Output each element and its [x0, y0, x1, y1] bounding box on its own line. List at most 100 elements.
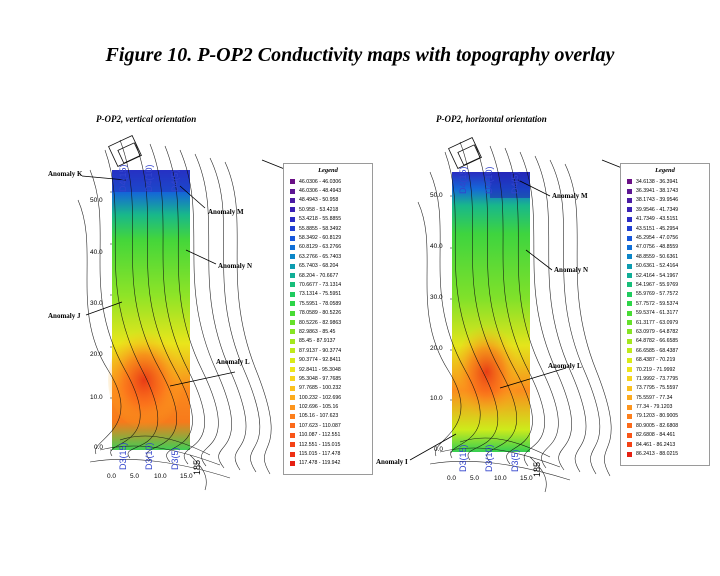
line-label-d3-5: D3(5): [510, 449, 520, 472]
horizontal-orientation-panel: P-OP2, horizontal orientation: [370, 110, 715, 510]
legend-range-label: 50.958 - 53.4218: [299, 206, 339, 213]
legend-swatch: [627, 451, 632, 457]
x-tick: 0.0: [107, 473, 117, 480]
legend-swatch: [627, 404, 632, 410]
anomaly-leaders: [81, 175, 236, 387]
legend-item: 65.7403 - 68.204: [290, 262, 366, 271]
legend-range-label: 73.1314 - 75.5951: [299, 291, 342, 298]
line-label-d4-10: D4(10): [144, 164, 154, 192]
legend-swatch: [627, 291, 632, 297]
legend-range-label: 85.45 - 87.9137: [299, 338, 336, 345]
legend-range-label: 117.478 - 119.942: [299, 460, 341, 467]
line-label-d3-10: D3(10): [144, 442, 154, 470]
legend-swatch: [290, 367, 295, 372]
legend-range-label: 68.4387 - 70.219: [636, 357, 676, 364]
legend-range-label: 78.0589 - 80.5226: [299, 310, 342, 317]
high-conductivity-zone: [108, 330, 188, 430]
legend-swatch: [627, 395, 632, 401]
topography-contours: [417, 141, 612, 493]
legend-swatch: [290, 179, 295, 185]
legend-item: 59.5374 - 61.3177: [627, 308, 703, 317]
legend-range-label: 52.4164 - 54.1967: [636, 272, 679, 279]
legend-item: 97.7685 - 100.232: [290, 384, 366, 393]
legend: Legend 46.0306 - 46.0306 46.0306 - 48.494…: [283, 163, 373, 476]
legend-range-label: 59.5374 - 61.3177: [636, 310, 679, 317]
anomaly-m-label: Anomaly M: [552, 192, 588, 200]
legend-swatch: [627, 357, 632, 363]
legend-item: 110.087 - 112.551: [290, 431, 366, 440]
x-tick: 5.0: [470, 475, 480, 482]
legend-range-label: 60.8129 - 63.2766: [299, 244, 342, 251]
legend-range-label: 55.9769 - 57.7572: [636, 291, 679, 298]
legend-item: 82.9863 - 85.45: [290, 327, 366, 336]
legend-range-label: 97.7685 - 100.232: [299, 385, 342, 392]
legend-item: 48.8559 - 50.6361: [627, 252, 703, 261]
legend-range-label: 61.3177 - 63.0979: [636, 319, 679, 326]
building-outlines: [108, 135, 142, 167]
topography-contours: [77, 139, 272, 491]
legend-item: 36.3941 - 38.1743: [627, 186, 703, 195]
legend-range-label: 70.6677 - 73.1314: [299, 281, 342, 288]
legend-swatch: [627, 273, 632, 279]
legend-swatch: [627, 320, 632, 326]
legend-swatch: [290, 301, 295, 307]
legend-swatch: [627, 197, 632, 203]
legend-swatch: [627, 254, 632, 260]
legend-range-label: 110.087 - 112.551: [299, 432, 341, 439]
legend-swatch: [627, 423, 632, 429]
x-tick: 15.0: [520, 475, 533, 482]
legend-item: 75.5597 - 77.34: [627, 393, 703, 402]
survey-line-labels: D4(15) D4(10) D4(5) D3(15) D3(10) D3(5): [458, 166, 520, 472]
legend-item: 117.478 - 119.942: [290, 459, 366, 468]
legend-range-label: 47.0756 - 48.8559: [636, 244, 679, 251]
legend-swatch: [290, 291, 295, 297]
legend-item: 71.9992 - 73.7795: [627, 374, 703, 383]
legend-swatch: [627, 338, 632, 344]
conductivity-map: D4(15) D4(10) D4(5) D3(15) D3(10) D3(5) …: [409, 137, 633, 493]
legend-item: 34.6138 - 36.3941: [627, 177, 703, 186]
legend-title: Legend: [655, 167, 675, 174]
x-tick: 5.0: [130, 473, 140, 480]
line-label-d4-5: D4(5): [170, 169, 180, 192]
legend-swatch: [290, 310, 295, 316]
legend-swatch: [290, 385, 295, 391]
panel-title: P-OP2, horizontal orientation: [436, 114, 547, 124]
legend-swatch: [290, 207, 295, 213]
legend-item: 70.219 - 71.9992: [627, 365, 703, 374]
vertical-orientation-panel: P-OP2, vertical orientation: [30, 110, 373, 510]
line-label-d4-15: D4(15): [118, 164, 128, 192]
legend-range-label: 43.5151 - 45.2954: [636, 225, 679, 232]
legend-range-label: 115.015 - 117.478: [299, 451, 341, 458]
legend-swatch: [627, 385, 632, 391]
legend-swatch: [290, 432, 295, 438]
legend-swatch: [290, 188, 295, 194]
legend-item: 45.2954 - 47.0756: [627, 233, 703, 242]
legend-swatch: [290, 254, 295, 260]
legend-swatch: [627, 348, 632, 354]
legend-swatch: [627, 226, 632, 232]
line-label-d3-5: D3(5): [170, 447, 180, 470]
legend-item: 92.8411 - 95.3048: [290, 365, 366, 374]
legend-swatch: [627, 367, 632, 372]
x-tick: 0.0: [447, 475, 457, 482]
legend-item: 112.551 - 115.015: [290, 440, 366, 449]
legend-range-label: 63.2766 - 65.7403: [299, 253, 342, 260]
legend-range-label: 82.9863 - 85.45: [299, 328, 336, 335]
figure-title: Figure 10. P-OP2 Conductivity maps with …: [105, 44, 615, 66]
legend-range-label: 45.2954 - 47.0756: [636, 235, 679, 242]
legend-swatch: [290, 197, 295, 203]
contour-label: 185: [192, 460, 202, 475]
line-label-d4-10: D4(10): [484, 166, 494, 194]
survey-line-labels: D4(15) D4(10) D4(5) D3(15) D3(10) D3(5): [118, 164, 180, 470]
legend-range-label: 105.16 - 107.623: [299, 413, 339, 420]
legend-item: 61.3177 - 63.0979: [627, 318, 703, 327]
legend-range-label: 75.5951 - 78.0589: [299, 300, 342, 307]
legend-item: 39.9546 - 41.7349: [627, 205, 703, 214]
legend-item: 68.204 - 70.6677: [290, 271, 366, 280]
legend-swatch: [627, 442, 632, 448]
legend-item: 105.16 - 107.623: [290, 412, 366, 421]
legend-swatch: [290, 423, 295, 429]
legend-range-label: 73.7795 - 75.5597: [636, 385, 679, 392]
legend-swatch: [627, 235, 632, 241]
legend-range-label: 70.219 - 71.9992: [636, 366, 676, 373]
